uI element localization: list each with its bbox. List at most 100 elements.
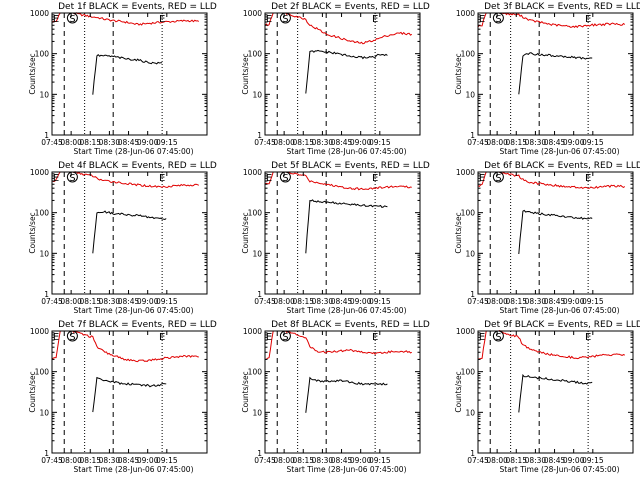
x-axis-label: Start Time (28-Jun-06 07:45:00)	[500, 306, 620, 315]
y-tick-label: 1000	[243, 9, 262, 18]
x-tick-label: 08:45	[118, 138, 140, 147]
series-line-events	[518, 373, 593, 413]
x-tick-label: 08:00	[60, 456, 82, 465]
y-tick-label: 100	[248, 50, 263, 59]
x-tick-label: 08:30	[525, 297, 547, 306]
x-tick-label: 07:45	[41, 456, 63, 465]
x-tick-label: 09:15	[582, 138, 604, 147]
series-line-lld	[264, 12, 413, 45]
y-axis-label: Counts/sec	[241, 371, 250, 412]
x-tick-label: 08:00	[273, 297, 295, 306]
y-tick-label: 1	[257, 290, 262, 299]
x-tick-label: 08:00	[486, 138, 508, 147]
x-axis-label: Start Time (28-Jun-06 07:45:00)	[287, 147, 407, 156]
x-tick-label: 09:00	[137, 138, 159, 147]
event-marker-circle	[279, 12, 291, 24]
chart-panel-7: Det 7f BLACK = Events, RED = LLD07:4508:…	[28, 320, 217, 474]
event-marker-label: E	[585, 14, 591, 25]
x-axis-label: Start Time (28-Jun-06 07:45:00)	[500, 147, 620, 156]
plot-frame	[51, 171, 208, 295]
y-tick-label: 1000	[30, 327, 49, 336]
event-marker-label: E	[53, 332, 59, 343]
y-tick-label: 10	[465, 408, 475, 417]
plot-frame	[51, 12, 208, 136]
x-tick-label: 07:45	[254, 456, 276, 465]
series-line-lld	[477, 171, 626, 189]
x-tick-label: 09:00	[137, 297, 159, 306]
event-marker-label: S	[69, 173, 75, 184]
chart-panel-8: Det 8f BLACK = Events, RED = LLD 07:45 08:…	[241, 320, 430, 474]
event-marker-label: E	[372, 14, 378, 25]
y-axis-label: Counts/sec	[28, 53, 37, 94]
event-marker-label: E	[159, 332, 165, 343]
x-tick-label: 08:15	[292, 297, 314, 306]
x-tick-label: 08:15	[505, 297, 527, 306]
x-tick-label: 08:15	[292, 138, 314, 147]
chart-title: Det 5f BLACK = Events, RED = LLD	[271, 161, 430, 171]
y-tick-label: 1	[44, 290, 49, 299]
event-marker-label: S	[282, 332, 288, 343]
y-tick-label: 10	[252, 249, 262, 258]
x-tick-label: 09:15	[582, 297, 604, 306]
y-tick-label: 1000	[456, 327, 475, 336]
chart-title: Det 2f BLACK = Events, RED = LLD	[271, 2, 430, 12]
series-line-events	[92, 210, 167, 254]
plot-frame	[477, 330, 634, 454]
chart-panel-3: Det 3f BLACK = Events, RED = LLD07:4508:…	[454, 2, 640, 156]
plot-frame	[264, 12, 421, 136]
event-marker-label: E	[159, 14, 165, 25]
x-tick-label: 09:15	[156, 456, 178, 465]
y-tick-label: 1000	[30, 9, 49, 18]
event-marker-circle	[66, 12, 78, 24]
series-line-events	[305, 376, 388, 413]
event-marker-label: E	[372, 332, 378, 343]
series-line-events	[518, 52, 593, 95]
x-tick-label: 08:00	[60, 297, 82, 306]
series-line-lld	[51, 330, 199, 363]
chart-title: Det 1f BLACK = Events, RED = LLD	[58, 2, 217, 12]
x-tick-label: 08:00	[486, 456, 508, 465]
x-tick-label: 09:15	[582, 456, 604, 465]
y-axis-label: Counts/sec	[454, 212, 463, 253]
x-tick-label: 08:45	[544, 138, 566, 147]
x-tick-label: 08:30	[312, 297, 334, 306]
series-line-events	[305, 49, 388, 94]
x-tick-label: 08:45	[118, 456, 140, 465]
chart-title: Det 8f BLACK = Events, RED = LLD	[271, 320, 430, 330]
x-tick-label: 09:15	[156, 297, 178, 306]
series-line-lld	[264, 171, 412, 191]
series-line-events	[92, 53, 163, 95]
chart-panel-5: Det 5f BLACK = Events, RED = LLD07:4508:…	[241, 161, 430, 315]
x-tick-label: 08:15	[292, 456, 314, 465]
event-marker-label: E	[266, 173, 272, 184]
event-marker-label: S	[495, 332, 501, 343]
y-axis-label: Counts/sec	[454, 53, 463, 94]
y-tick-label: 1000	[30, 168, 49, 177]
x-tick-label: 08:45	[331, 297, 353, 306]
x-tick-label: 08:30	[312, 456, 334, 465]
x-tick-label: 08:00	[273, 138, 295, 147]
y-tick-label: 10	[39, 408, 49, 417]
y-tick-label: 10	[39, 249, 49, 258]
y-tick-label: 10	[252, 90, 262, 99]
series-line-lld	[477, 330, 625, 360]
plot-frame	[264, 171, 421, 295]
y-axis-label: Counts/sec	[454, 371, 463, 412]
x-tick-label: 08:30	[99, 138, 121, 147]
y-tick-label: 1000	[456, 9, 475, 18]
x-tick-label: 07:45	[41, 297, 63, 306]
x-tick-label: 08:15	[505, 138, 527, 147]
x-axis-label: Start Time (28-Jun-06 07:45:00)	[74, 147, 194, 156]
event-marker-label: E	[266, 14, 272, 25]
chart-title: Det 4f BLACK = Events, RED = LLD	[58, 161, 217, 171]
x-tick-label: 09:00	[563, 456, 585, 465]
plot-frame	[51, 330, 208, 454]
series-line-events	[518, 209, 593, 255]
chart-title: Det 7f BLACK = Events, RED = LLD	[58, 320, 217, 330]
chart-panel-1: Det 1f BLACK = Events, RED = LLD07:4508:…	[28, 2, 217, 156]
x-tick-label: 08:45	[331, 138, 353, 147]
event-marker-label: S	[282, 173, 288, 184]
x-tick-label: 08:00	[60, 138, 82, 147]
event-marker-label: E	[372, 173, 378, 184]
